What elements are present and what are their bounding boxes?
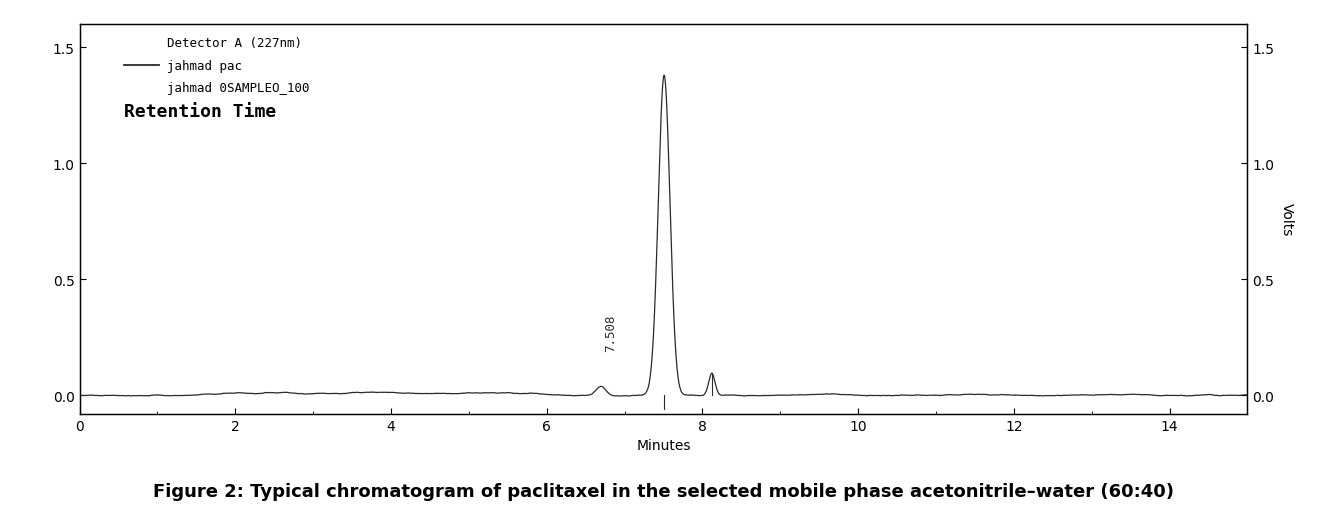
Text: jahmad 0SAMPLEO_100: jahmad 0SAMPLEO_100 [167,82,309,94]
Text: 7.508: 7.508 [604,315,617,352]
Text: Retention Time: Retention Time [123,103,276,121]
X-axis label: Minutes: Minutes [636,438,691,452]
Text: Figure 2: Typical chromatogram of paclitaxel in the selected mobile phase aceton: Figure 2: Typical chromatogram of paclit… [153,482,1174,500]
Y-axis label: Volts: Volts [1279,203,1294,236]
Text: jahmad pac: jahmad pac [167,60,243,73]
Text: Detector A (227nm): Detector A (227nm) [167,37,303,50]
